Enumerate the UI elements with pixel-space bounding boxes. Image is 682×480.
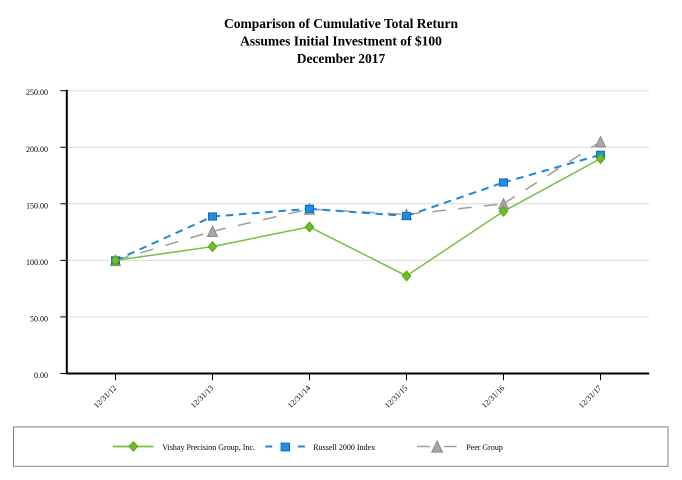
svg-text:Russell 2000 Index: Russell 2000 Index bbox=[313, 443, 375, 452]
svg-text:Peer Group: Peer Group bbox=[466, 443, 503, 452]
svg-text:Assumes Initial Investment of: Assumes Initial Investment of $100 bbox=[240, 34, 442, 49]
svg-text:Vishay Precision Group, Inc.: Vishay Precision Group, Inc. bbox=[162, 443, 255, 452]
svg-text:150.00: 150.00 bbox=[26, 201, 48, 210]
svg-text:December 2017: December 2017 bbox=[297, 51, 386, 66]
svg-text:0.00: 0.00 bbox=[34, 371, 48, 380]
svg-text:100.00: 100.00 bbox=[26, 258, 48, 267]
svg-text:200.00: 200.00 bbox=[26, 145, 48, 154]
svg-text:250.00: 250.00 bbox=[26, 88, 48, 97]
svg-text:50.00: 50.00 bbox=[30, 314, 48, 323]
svg-text:Comparison of Cumulative Total: Comparison of Cumulative Total Return bbox=[224, 16, 459, 31]
